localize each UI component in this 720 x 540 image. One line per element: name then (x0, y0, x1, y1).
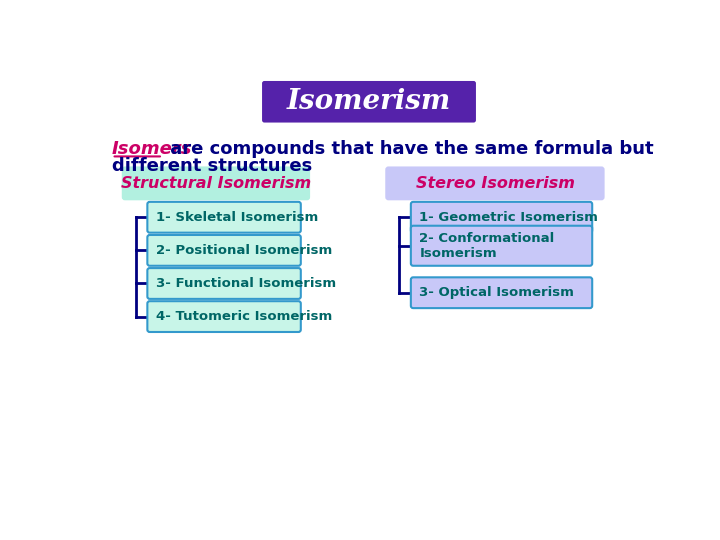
Text: 2- Conformational
Isomerism: 2- Conformational Isomerism (419, 232, 554, 260)
FancyBboxPatch shape (122, 166, 310, 200)
FancyBboxPatch shape (262, 81, 476, 123)
Text: 3- Functional Isomerism: 3- Functional Isomerism (156, 277, 336, 290)
Text: Isomerism: Isomerism (287, 88, 451, 115)
FancyBboxPatch shape (411, 278, 593, 308)
FancyBboxPatch shape (148, 235, 301, 266)
FancyBboxPatch shape (148, 301, 301, 332)
FancyBboxPatch shape (411, 226, 593, 266)
Text: Isomers: Isomers (112, 140, 192, 159)
Text: 3- Optical Isomerism: 3- Optical Isomerism (419, 286, 575, 299)
FancyBboxPatch shape (411, 202, 593, 233)
Text: 1- Geometric Isomerism: 1- Geometric Isomerism (419, 211, 598, 224)
Text: 4- Tutomeric Isomerism: 4- Tutomeric Isomerism (156, 310, 332, 323)
FancyBboxPatch shape (385, 166, 605, 200)
Text: Structural Isomerism: Structural Isomerism (121, 176, 311, 191)
Text: different structures: different structures (112, 158, 312, 176)
Text: Stereo Isomerism: Stereo Isomerism (415, 176, 575, 191)
Text: are compounds that have the same formula but: are compounds that have the same formula… (164, 140, 654, 159)
FancyBboxPatch shape (148, 202, 301, 233)
Text: 2- Positional Isomerism: 2- Positional Isomerism (156, 244, 332, 257)
Text: 1- Skeletal Isomerism: 1- Skeletal Isomerism (156, 211, 318, 224)
FancyBboxPatch shape (148, 268, 301, 299)
